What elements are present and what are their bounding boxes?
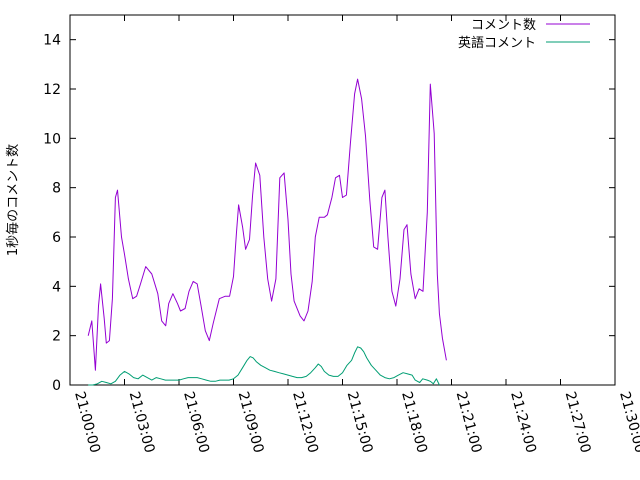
y-axis-label: 1秒毎のコメント数 bbox=[5, 144, 21, 256]
y-tick-label: 8 bbox=[52, 181, 61, 197]
x-tick-label: 21:30:00 bbox=[616, 390, 640, 455]
y-tick-label: 2 bbox=[52, 329, 61, 345]
legend-label-1: 英語コメント bbox=[458, 35, 536, 51]
y-tick-label: 4 bbox=[52, 279, 61, 295]
y-tick-label: 10 bbox=[43, 131, 61, 147]
series-layer bbox=[87, 78, 447, 386]
y-tick-label: 6 bbox=[52, 230, 61, 246]
plot-frame bbox=[69, 14, 616, 386]
y-tick-label: 14 bbox=[43, 33, 61, 49]
x-tick-label: 21:03:00 bbox=[126, 390, 158, 455]
x-tick-label: 21:15:00 bbox=[344, 390, 376, 455]
series-line-1 bbox=[88, 346, 440, 386]
legend-label-0: コメント数 bbox=[471, 18, 536, 33]
x-tick-label: 21:21:00 bbox=[453, 390, 485, 455]
series-line-0 bbox=[87, 78, 447, 371]
y-axis: 0 2 4 6 8 10 12 14 bbox=[43, 33, 615, 394]
x-tick-label: 21:09:00 bbox=[235, 390, 267, 455]
y-tick-label: 12 bbox=[43, 82, 61, 98]
y-tick-label: 0 bbox=[52, 378, 61, 394]
x-tick-label: 21:24:00 bbox=[507, 390, 539, 455]
x-tick-label: 21:18:00 bbox=[398, 390, 430, 455]
x-tick-label: 21:27:00 bbox=[562, 390, 594, 455]
x-tick-label: 21:12:00 bbox=[289, 390, 321, 455]
x-tick-label: 21:00:00 bbox=[71, 390, 103, 455]
x-tick-label: 21:06:00 bbox=[180, 390, 212, 455]
x-axis: 21:00:00 21:03:00 21:06:00 21:09:00 21:12:00… bbox=[69, 15, 640, 455]
